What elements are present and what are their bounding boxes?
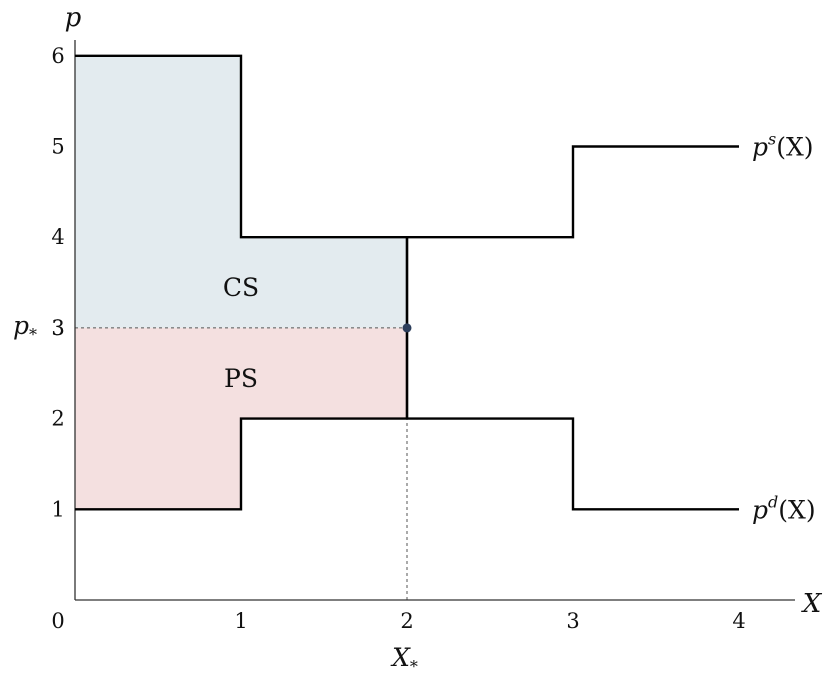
y-tick-label-equilibrium: 3 bbox=[51, 316, 64, 340]
axes: X p bbox=[65, 3, 823, 619]
region-label-cs: CS bbox=[223, 273, 259, 302]
annotations: CS PS ps(X) pd(X) X* p* 3 bbox=[13, 130, 816, 675]
y-tick-label: 3 bbox=[51, 316, 64, 340]
y-tick-label: 4 bbox=[51, 225, 64, 249]
x-tick-label: 1 bbox=[234, 609, 247, 633]
curves bbox=[75, 54, 739, 511]
curve-label-d: pd(X) bbox=[752, 492, 816, 524]
x-tick-label: 0 bbox=[51, 609, 64, 633]
x-tick-label: 3 bbox=[566, 609, 579, 633]
x-axis-title: X bbox=[801, 589, 823, 619]
tick-labels: 0 1 2 3 4 1 2 3 4 5 6 bbox=[51, 44, 745, 633]
y-axis-title: p bbox=[65, 3, 82, 33]
y-tick-label: 5 bbox=[51, 135, 64, 159]
y-tick-label: 6 bbox=[51, 44, 64, 68]
y-tick-label: 1 bbox=[51, 497, 64, 521]
curve-label-s: ps(X) bbox=[752, 130, 814, 162]
x-tick-label: 4 bbox=[732, 609, 745, 633]
equilibrium-quantity-label: X* bbox=[390, 643, 418, 675]
x-tick-label: 2 bbox=[400, 609, 413, 633]
equilibrium-point bbox=[402, 323, 412, 333]
y-tick-label: 2 bbox=[51, 407, 64, 431]
region-label-ps: PS bbox=[224, 364, 258, 393]
equilibrium-guides bbox=[75, 327, 408, 600]
equilibrium-price-label: p* bbox=[13, 311, 37, 344]
